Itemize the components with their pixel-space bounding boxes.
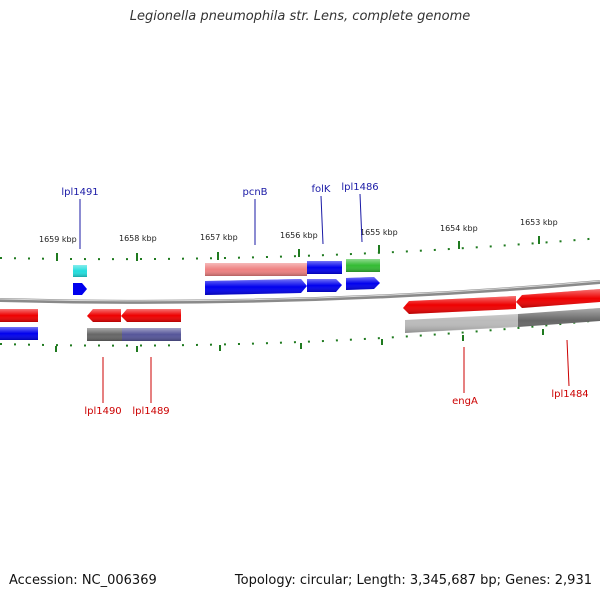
genome-backbone-highlight <box>0 280 600 302</box>
label-leaders <box>79 193 570 403</box>
forward-cds-arrow <box>73 283 87 295</box>
gene-label-lpl1490[interactable]: lpl1490 <box>84 406 121 417</box>
major-ticks <box>55 236 544 352</box>
genome-stats-text: Topology: circular; Length: 3,345,687 bp… <box>234 573 592 588</box>
reverse-cog-ring <box>0 308 600 341</box>
tick-label: 1659 kbp <box>39 235 77 244</box>
gene-label-engA[interactable]: engA <box>452 396 478 407</box>
tick-label: 1653 kbp <box>520 218 558 227</box>
tick-label: 1655 kbp <box>360 228 398 237</box>
tick-label: 1654 kbp <box>440 224 478 233</box>
gene-label-pcnB[interactable]: pcnB <box>242 187 267 198</box>
genome-backbone <box>0 280 600 304</box>
tick-label: 1658 kbp <box>119 234 157 243</box>
tick-label: 1656 kbp <box>280 231 318 240</box>
tick-labels: 1659 kbp 1658 kbp 1657 kbp 1656 kbp 1655… <box>39 218 558 244</box>
forward-cog-ring <box>73 259 380 277</box>
accession-text: Accession: NC_006369 <box>9 573 157 588</box>
inner-tick-dots <box>0 319 600 347</box>
forward-cds-ring <box>73 277 380 295</box>
gene-label-lpl1489[interactable]: lpl1489 <box>132 406 169 417</box>
tick-label: 1657 kbp <box>200 233 238 242</box>
gene-label-lpl1486[interactable]: lpl1486 <box>341 182 378 193</box>
gene-labels: lpl1491 pcnB folK lpl1486 lpl1490 lpl148… <box>61 182 588 417</box>
reverse-cds-ring <box>0 289 600 322</box>
map-title: Legionella pneumophila str. Lens, comple… <box>129 9 471 24</box>
gene-label-lpl1484[interactable]: lpl1484 <box>551 389 588 400</box>
outer-tick-dots <box>0 237 600 261</box>
gene-label-folK[interactable]: folK <box>312 184 331 195</box>
gene-label-lpl1491[interactable]: lpl1491 <box>61 187 98 198</box>
